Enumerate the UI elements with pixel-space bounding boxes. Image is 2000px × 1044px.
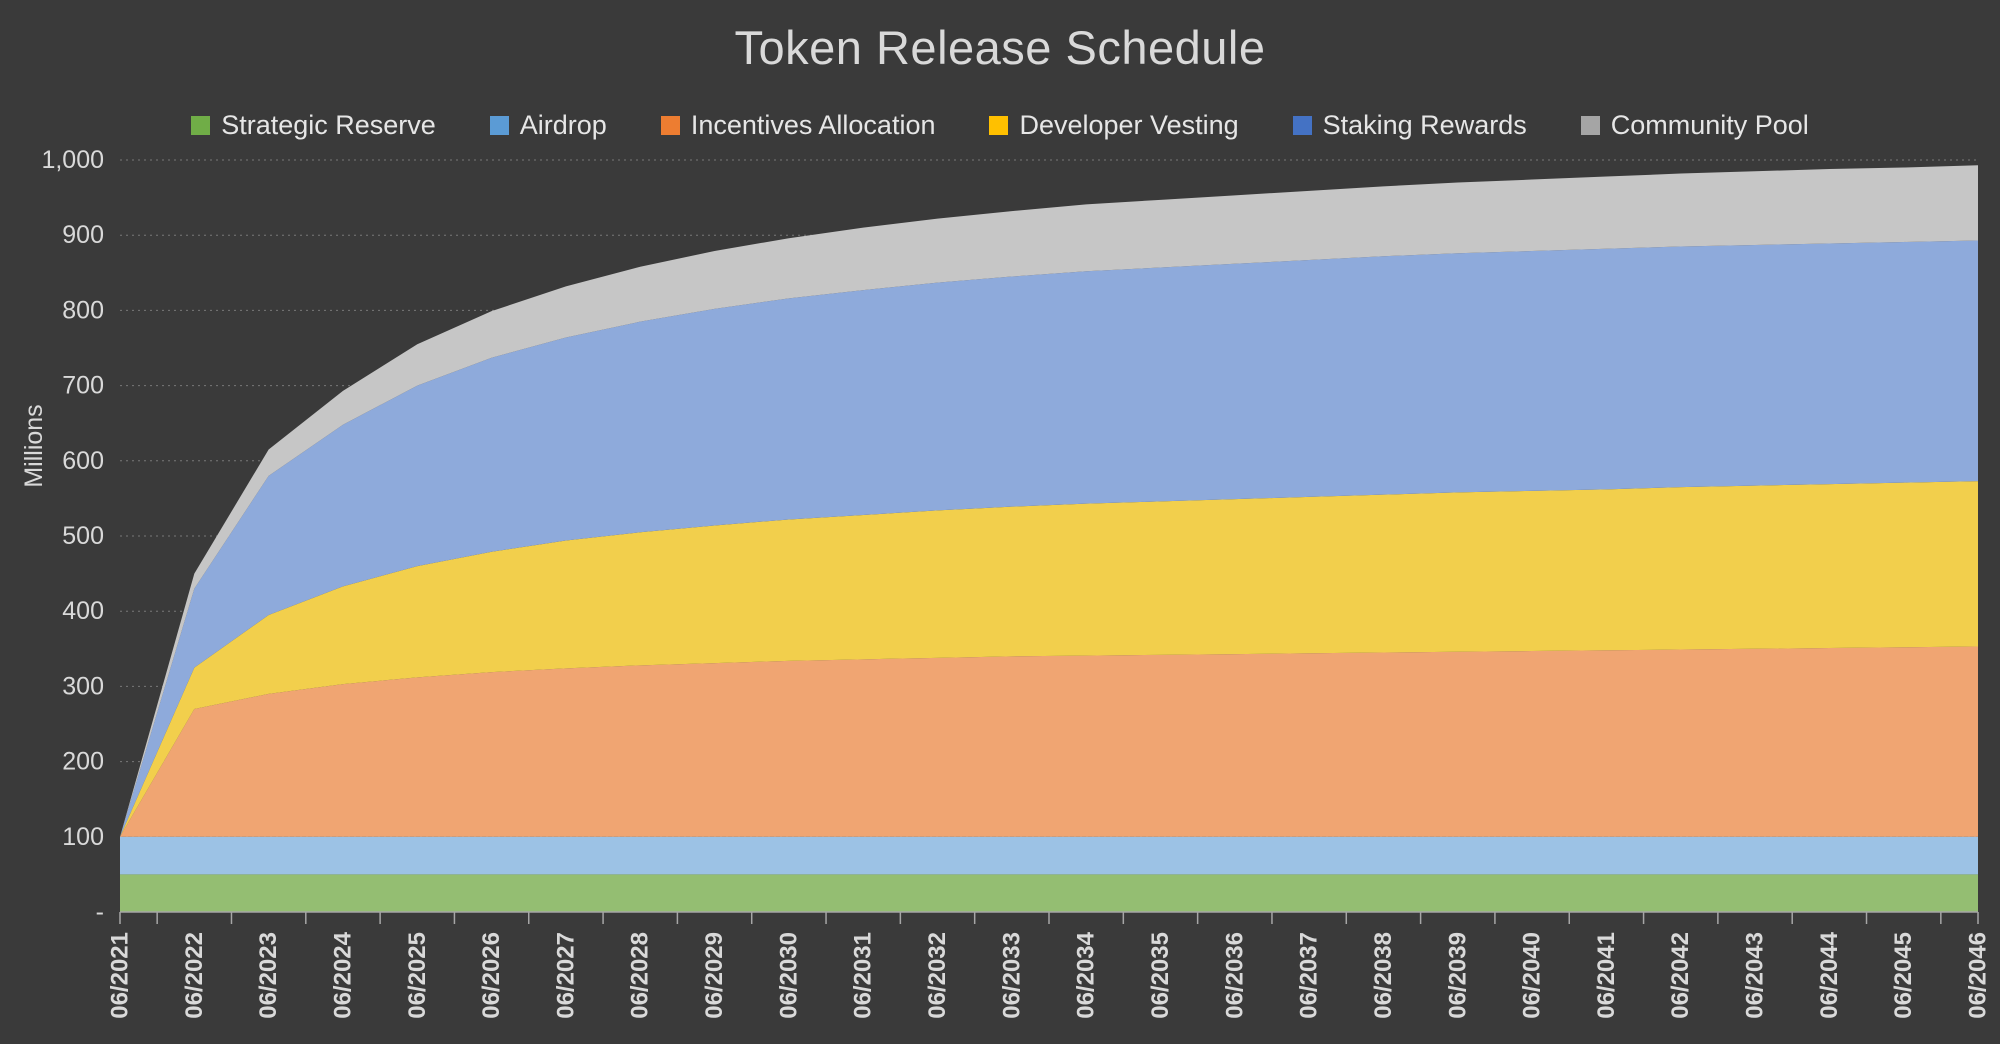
x-axis-tick-label: 06/2038 — [1370, 932, 1397, 1019]
x-axis-tick-label: 06/2037 — [1296, 932, 1323, 1019]
x-axis-tick-label: 06/2024 — [329, 931, 356, 1018]
y-axis-tick-label: 100 — [62, 823, 104, 851]
x-axis-tick-label: 06/2044 — [1816, 931, 1843, 1018]
y-axis-tick-label: 600 — [62, 447, 104, 475]
area-incentives-allocation — [120, 646, 1978, 837]
area-strategic-reserve — [120, 874, 1978, 912]
legend-item-developer-vesting: Developer Vesting — [989, 110, 1239, 141]
legend-label: Airdrop — [519, 110, 607, 140]
x-axis-tick-label: 06/2032 — [924, 932, 951, 1019]
y-axis-tick-label: 700 — [62, 372, 104, 400]
x-axis-tick-label: 06/2034 — [1073, 931, 1100, 1018]
x-axis-tick-label: 06/2030 — [775, 932, 802, 1019]
x-axis-tick-label: 06/2033 — [998, 932, 1025, 1019]
legend-item-airdrop: Airdrop — [489, 110, 607, 141]
legend-label: Developer Vesting — [1019, 110, 1239, 140]
legend-label: Incentives Allocation — [690, 110, 936, 140]
y-axis-title: Millions — [20, 404, 48, 487]
x-axis-tick-label: 06/2039 — [1444, 932, 1471, 1019]
legend-label: Community Pool — [1610, 110, 1809, 140]
x-axis-tick-label: 06/2026 — [478, 932, 505, 1019]
legend-swatch-strategic-reserve — [191, 116, 211, 135]
legend-label: Staking Rewards — [1322, 110, 1527, 140]
area-developer-vesting — [120, 481, 1978, 837]
legend-swatch-staking-rewards — [1292, 116, 1312, 135]
legend-label: Strategic Reserve — [221, 110, 436, 140]
legend-item-strategic-reserve: Strategic Reserve — [191, 110, 436, 141]
x-axis-tick-label: 06/2042 — [1667, 932, 1694, 1019]
legend-item-incentives-allocation: Incentives Allocation — [660, 110, 936, 141]
y-axis-tick-label: 400 — [62, 597, 104, 625]
y-axis-tick-label: 200 — [62, 748, 104, 776]
x-axis-tick-label: 06/2029 — [701, 932, 728, 1019]
legend: Strategic Reserve Airdrop Incentives All… — [0, 110, 2000, 141]
legend-swatch-incentives-allocation — [660, 116, 680, 135]
y-axis-tick-label: 800 — [62, 296, 104, 324]
y-axis-tick-label: 900 — [62, 221, 104, 249]
legend-item-community-pool: Community Pool — [1580, 110, 1809, 141]
legend-swatch-community-pool — [1580, 116, 1600, 135]
x-axis-tick-label: 06/2028 — [627, 932, 654, 1019]
x-axis-tick-label: 06/2022 — [181, 932, 208, 1019]
y-axis-tick-label: 300 — [62, 672, 104, 700]
x-axis-tick-label: 06/2021 — [107, 932, 134, 1019]
x-axis-tick-label: 06/2036 — [1221, 932, 1248, 1019]
x-axis-tick-label: 06/2027 — [552, 932, 579, 1019]
y-axis-tick-label: - — [96, 898, 104, 926]
legend-swatch-developer-vesting — [989, 116, 1009, 135]
x-axis-tick-label: 06/2043 — [1742, 932, 1769, 1019]
x-axis-tick-label: 06/2025 — [404, 932, 431, 1019]
x-axis-tick-label: 06/2045 — [1890, 932, 1917, 1019]
x-axis-tick-label: 06/2040 — [1519, 932, 1546, 1019]
x-axis-tick-label: 06/2046 — [1965, 932, 1992, 1019]
x-axis-tick-label: 06/2031 — [850, 932, 877, 1019]
x-axis-tick-label: 06/2041 — [1593, 932, 1620, 1019]
chart-title: Token Release Schedule — [734, 21, 1266, 74]
y-axis-tick-label: 500 — [62, 522, 104, 550]
y-axis-tick-label: 1,000 — [41, 146, 104, 174]
area-community-pool — [120, 165, 1978, 837]
area-staking-rewards — [120, 240, 1978, 837]
x-axis-tick-label: 06/2035 — [1147, 932, 1174, 1019]
legend-item-staking-rewards: Staking Rewards — [1292, 110, 1527, 141]
area-airdrop — [120, 836, 1978, 875]
legend-swatch-airdrop — [489, 116, 509, 135]
x-axis-tick-label: 06/2023 — [255, 932, 282, 1019]
